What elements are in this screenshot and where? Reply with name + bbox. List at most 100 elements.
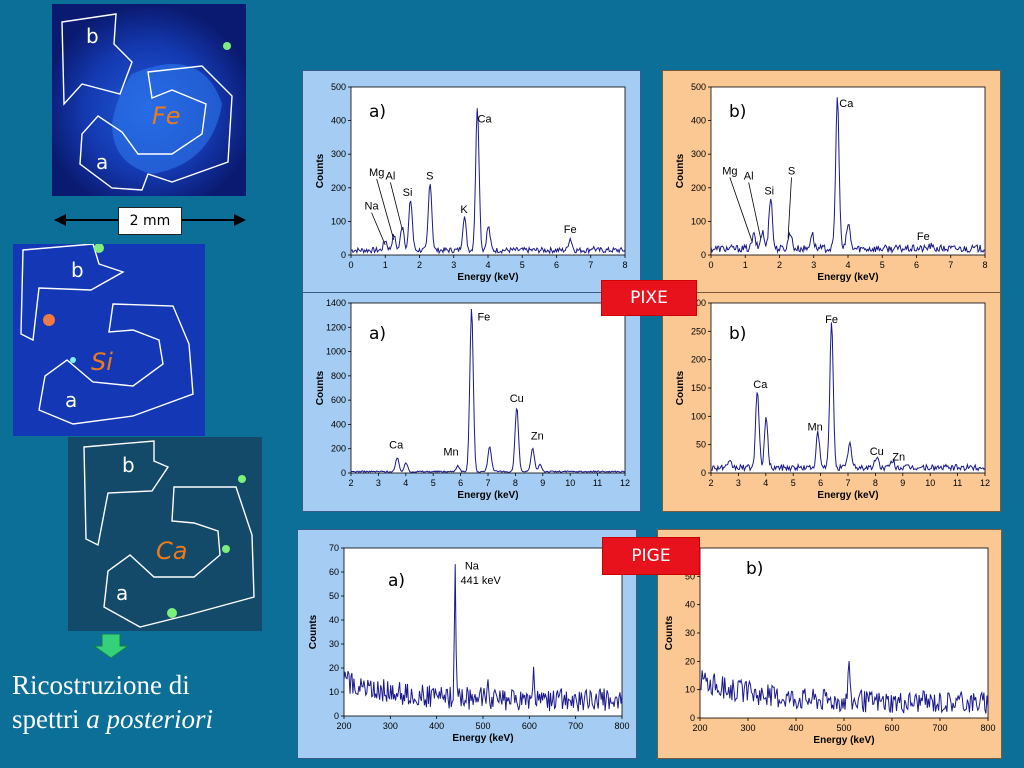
y-tick-label: 1000 (326, 347, 346, 357)
x-tick-label: 9 (540, 478, 545, 488)
x-tick-label: 800 (980, 723, 995, 733)
x-tick-label: 10 (925, 478, 935, 488)
spectrum-line (350, 308, 626, 474)
si-map: b Si a (13, 244, 205, 436)
x-tick-label: 800 (614, 721, 629, 731)
y-tick-label: 100 (331, 216, 346, 226)
x-tick-label: 0 (348, 260, 353, 270)
y-tick-label: 0 (701, 250, 706, 260)
y-tick-label: 50 (696, 440, 706, 450)
y-tick-label: 300 (691, 298, 706, 308)
peak-label: Ca (478, 113, 493, 125)
panel-label: b) (746, 559, 763, 579)
x-tick-label: 1 (743, 260, 748, 270)
plot-area (699, 547, 989, 719)
peak-pointer (729, 177, 753, 242)
map-region-b-label: b (71, 258, 84, 282)
pixe-a-high-chart: 0 200 400 600 800 1000 1200 1400 2 3 4 5 6 7 8 9 10 11 12 E… (315, 298, 630, 501)
x-tick-label: 600 (884, 723, 899, 733)
x-tick-label: 500 (475, 721, 490, 731)
x-tick-label: 3 (736, 478, 741, 488)
x-axis-label: Energy (keV) (817, 272, 878, 283)
ca-map: b Ca a (68, 437, 262, 631)
peak-label: Ca (839, 98, 854, 110)
caption: Ricostruzione di spettri a posteriori (12, 668, 282, 736)
y-tick-label: 500 (691, 82, 706, 92)
y-tick-label: 600 (331, 395, 346, 405)
peak-pointer (748, 182, 762, 239)
y-axis-label: Counts (675, 153, 686, 188)
y-tick-label: 100 (691, 216, 706, 226)
map-element-label: Ca (156, 537, 188, 565)
x-tick-label: 4 (763, 478, 768, 488)
map-element-label: Si (91, 348, 113, 376)
peak-label: K (460, 204, 468, 216)
pige-tag: PIGE (602, 537, 700, 575)
y-tick-label: 50 (329, 591, 339, 601)
map-region-a-label: a (116, 581, 129, 605)
fe-map: b Fe a (52, 4, 246, 196)
x-axis-label: Energy (keV) (452, 733, 513, 744)
peak-label: S (426, 170, 433, 182)
pixe-a-low-chart: 0 100 200 300 400 500 0 1 2 3 4 5 6 7 8 Energy (keV) Cou… (315, 82, 628, 283)
x-tick-label: 300 (740, 723, 755, 733)
x-tick-label: 11 (953, 478, 962, 488)
y-tick-label: 300 (691, 149, 706, 159)
x-tick-label: 4 (403, 478, 408, 488)
y-tick-label: 0 (334, 711, 339, 721)
pixe-a-high-panel: 0 200 400 600 800 1000 1200 1400 2 3 4 5 6 7 8 9 10 11 12 E… (302, 292, 641, 512)
x-tick-label: 300 (383, 721, 398, 731)
y-tick-label: 0 (341, 250, 346, 260)
plot-area (350, 302, 626, 474)
x-tick-label: 3 (451, 260, 456, 270)
peak-label: Al (744, 170, 754, 182)
map-region-a-label: a (65, 388, 78, 412)
y-tick-label: 500 (331, 82, 346, 92)
peak-pointer (389, 182, 403, 230)
y-tick-label: 150 (691, 383, 706, 393)
pixe-b-high-chart: 0 50 100 150 200 250 300 2 3 4 5 6 7 8 9 10 11 12 Energy (… (675, 298, 990, 501)
x-tick-label: 2 (417, 260, 422, 270)
x-tick-label: 6 (458, 478, 463, 488)
peak-label: 441 keV (460, 575, 501, 587)
y-axis-label: Counts (315, 370, 326, 405)
x-tick-label: 12 (620, 478, 630, 488)
y-tick-label: 10 (685, 685, 695, 695)
panel-label: b) (729, 102, 746, 122)
pige-a-panel: 0 10 20 30 40 50 60 70 200 300 400 500 600 700 800 Ener… (297, 529, 637, 759)
x-tick-label: 0 (708, 260, 713, 270)
y-tick-label: 1200 (326, 322, 346, 332)
x-tick-label: 700 (932, 723, 947, 733)
y-tick-label: 400 (331, 116, 346, 126)
x-tick-label: 4 (485, 260, 490, 270)
y-tick-label: 20 (685, 656, 695, 666)
x-tick-label: 3 (376, 478, 381, 488)
spectrum-line (350, 108, 626, 255)
x-tick-label: 400 (429, 721, 444, 731)
x-tick-label: 8 (982, 260, 987, 270)
x-tick-label: 200 (336, 721, 351, 731)
y-tick-label: 200 (331, 444, 346, 454)
y-tick-label: 100 (691, 411, 706, 421)
x-tick-label: 4 (845, 260, 850, 270)
pige-b-chart: 0 10 20 30 40 50 200 300 400 500 600 700 800 Energy (… (664, 547, 996, 746)
y-tick-label: 70 (329, 543, 339, 553)
panel-label: a) (369, 324, 386, 344)
y-tick-label: 30 (329, 639, 339, 649)
pige-a-chart: 0 10 20 30 40 50 60 70 200 300 400 500 600 700 800 Ener… (308, 543, 630, 744)
x-tick-label: 5 (520, 260, 525, 270)
y-tick-label: 0 (690, 713, 695, 723)
y-tick-label: 200 (691, 355, 706, 365)
x-axis-label: Energy (keV) (817, 490, 878, 501)
ca-map-graphic (68, 437, 262, 631)
spectrum-line (710, 322, 986, 473)
panel-label: a) (369, 102, 386, 122)
y-tick-label: 250 (691, 326, 706, 336)
x-tick-label: 6 (818, 478, 823, 488)
pixe-b-high-panel: 0 50 100 150 200 250 300 2 3 4 5 6 7 8 9 10 11 12 Energy (… (662, 292, 1001, 512)
x-tick-label: 200 (692, 723, 707, 733)
peak-label: Na (465, 561, 480, 573)
scale-bar-label: 2 mm (118, 207, 182, 235)
x-axis-label: Energy (keV) (813, 735, 874, 746)
caption-line-2-italic: a posteriori (86, 704, 214, 734)
